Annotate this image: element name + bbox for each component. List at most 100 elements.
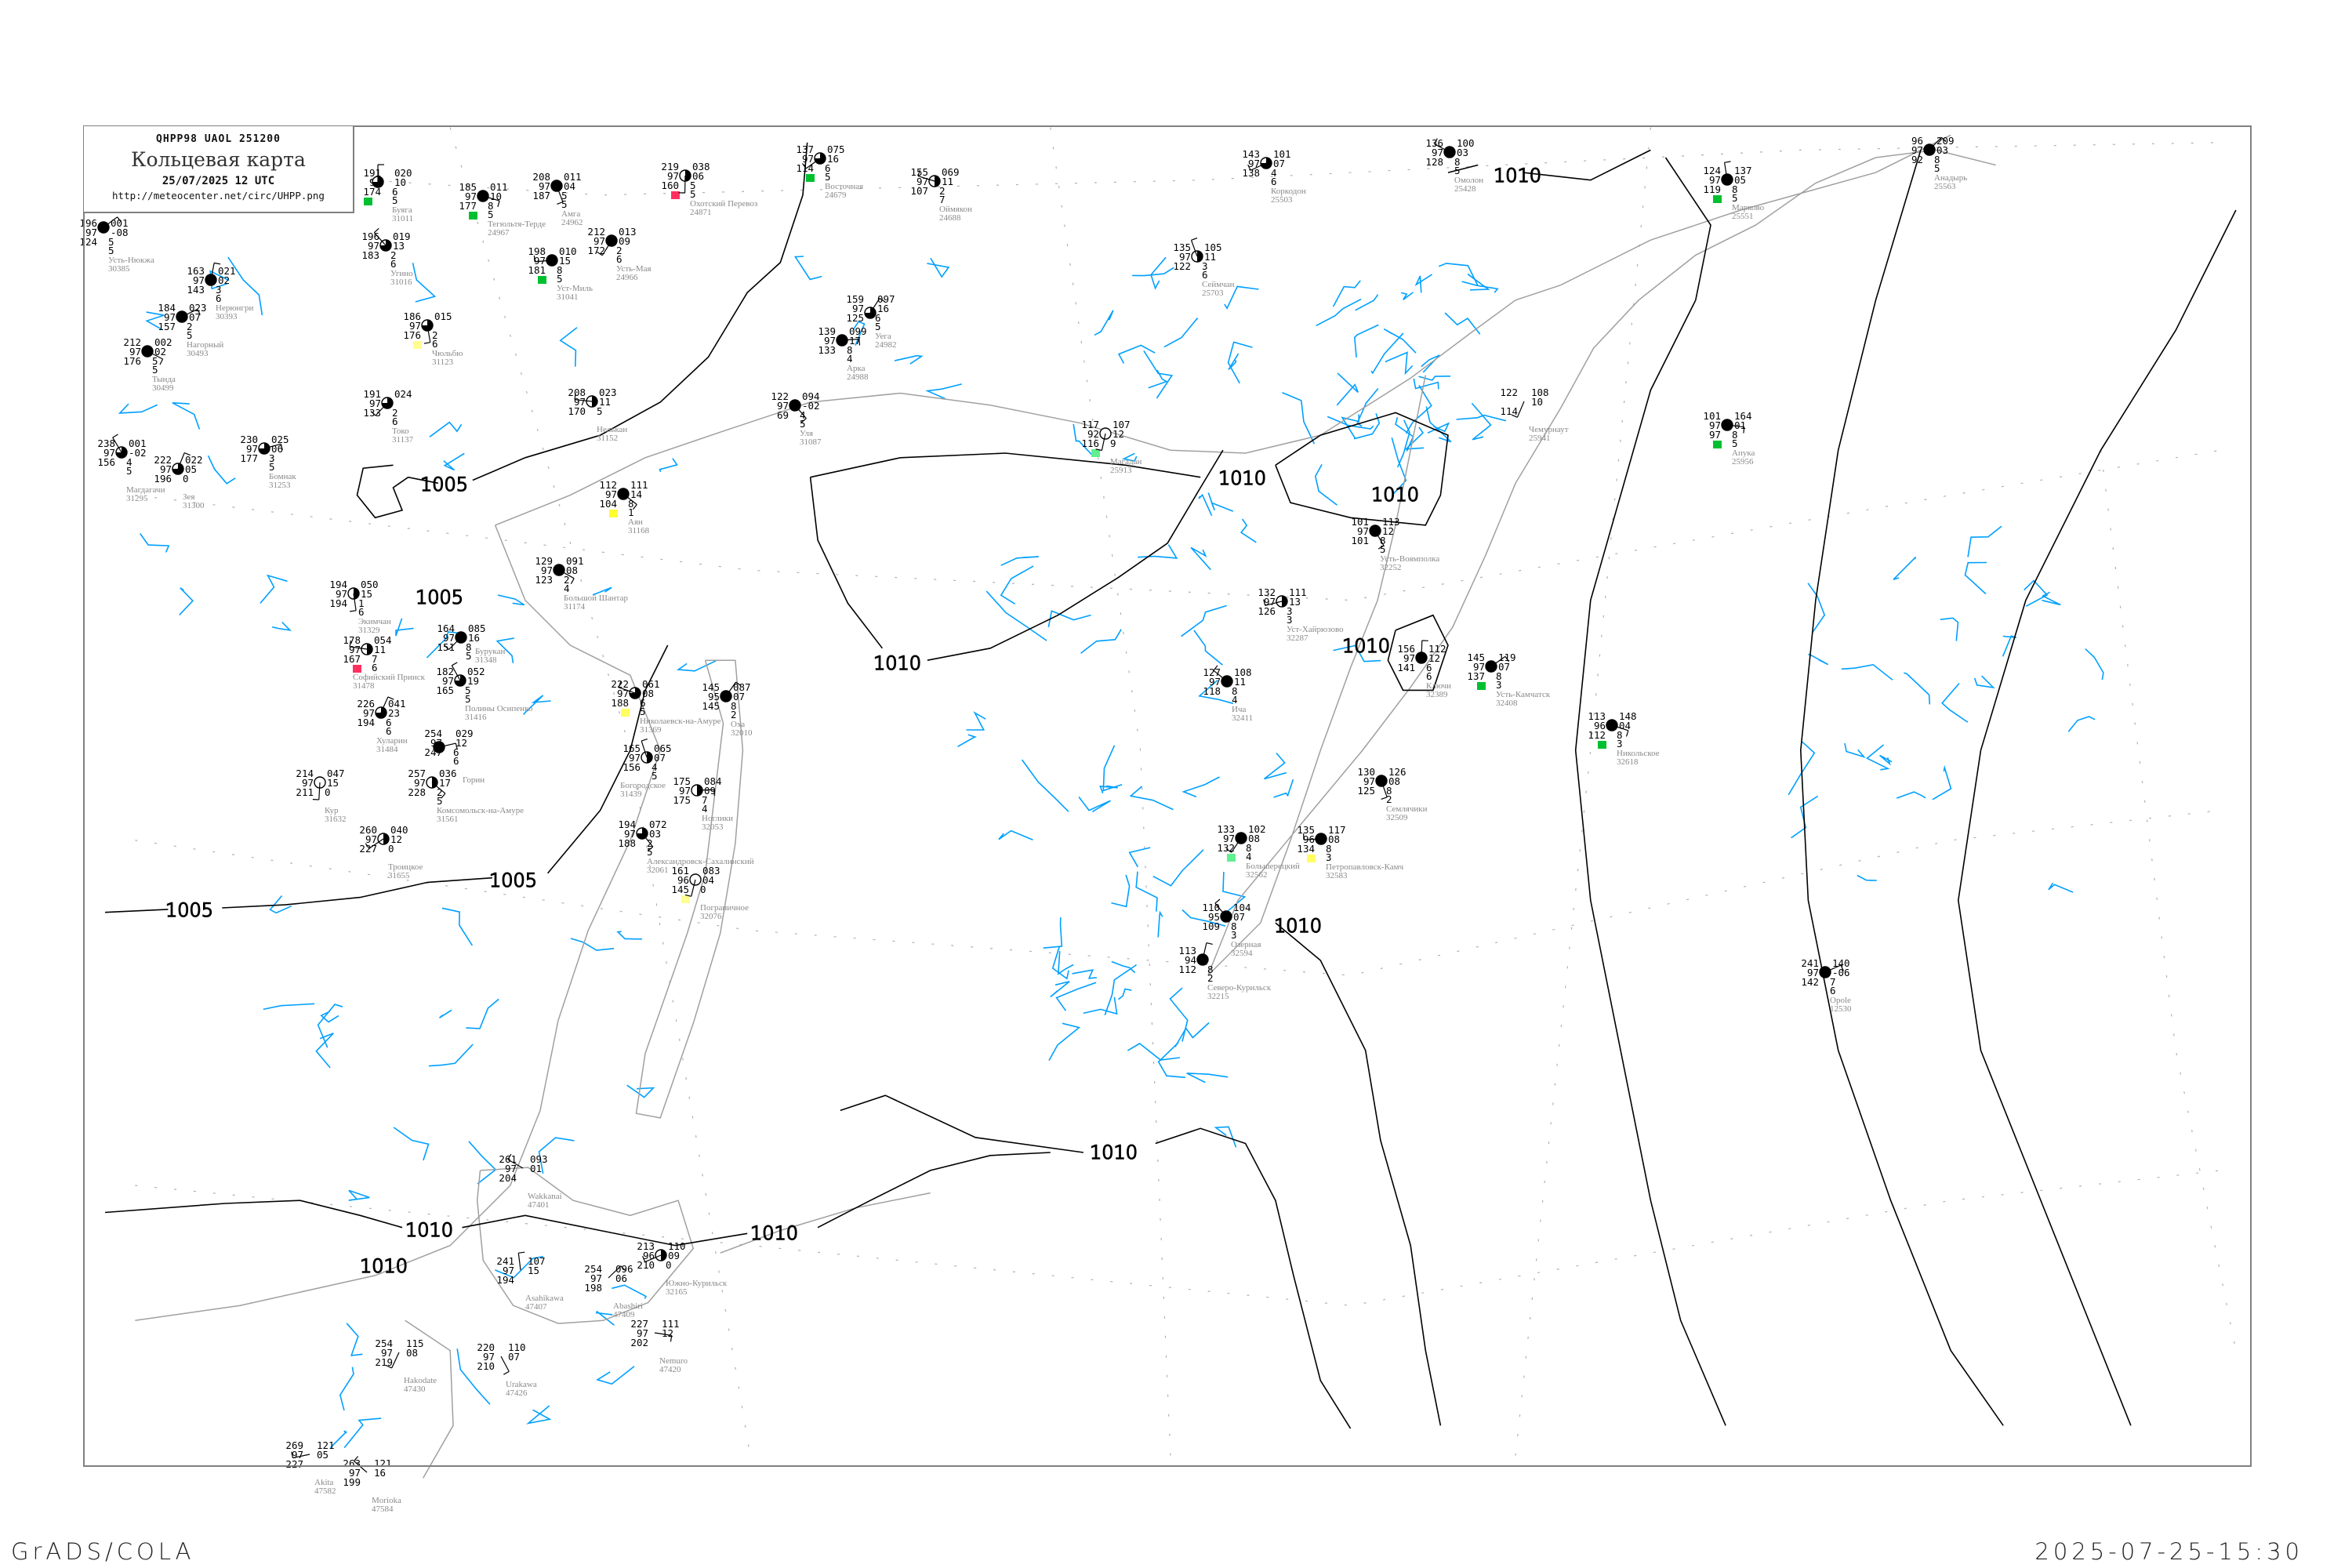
- visibility: 97: [85, 227, 97, 238]
- air-temperature: 208: [532, 171, 550, 183]
- river-segment: [395, 618, 414, 637]
- pressure-tendency: 15: [327, 777, 339, 789]
- station-index: 32562: [1246, 870, 1268, 880]
- pressure-tendency: 16: [877, 303, 889, 314]
- dew-point: 125: [1357, 785, 1375, 797]
- visibility: 97: [574, 396, 586, 408]
- station-index: 25941: [1529, 434, 1551, 443]
- low-cloud-amount: 6: [386, 717, 392, 728]
- station-plot[interactable]: 1910249713326Токо31137: [363, 388, 413, 445]
- cloud-base-height: 5: [800, 418, 806, 430]
- station-index: 32076: [700, 912, 722, 921]
- visibility: 96: [677, 874, 689, 886]
- pressure-tendency: 08: [566, 564, 578, 576]
- coastline: [495, 284, 1561, 526]
- sea-level-pressure: 137: [1734, 165, 1752, 176]
- station-plot[interactable]: 136100970312885Омолон25428: [1425, 137, 1483, 194]
- river-segment: [595, 1310, 615, 1326]
- map-url[interactable]: http://meteocenter.net/circ/UHPP.png: [112, 190, 325, 201]
- river-segment: [1078, 797, 1112, 813]
- station-name: Уля: [800, 429, 813, 438]
- dew-point: 142: [1801, 976, 1819, 988]
- station-plot[interactable]: 191020971017465Буяга31011: [363, 164, 413, 223]
- cloud-base-height: 5: [875, 321, 881, 332]
- air-temperature: 208: [568, 387, 586, 398]
- river-segment: [1893, 557, 1917, 580]
- station-plot[interactable]: 254029971224766Горин: [424, 728, 485, 785]
- station-plot[interactable]: 164085971615185Бурукан31348: [437, 622, 505, 665]
- low-cloud-amount: 2: [616, 245, 622, 256]
- station-plot[interactable]: 194072970318825Александровск-Сахалинский…: [618, 818, 753, 875]
- wind-barb-icon: [1434, 143, 1450, 153]
- pressure-tendency: 03: [1936, 144, 1948, 156]
- station-plot[interactable]: 2540969706198Abashiri47409: [584, 1263, 642, 1319]
- station-index: 25428: [1454, 184, 1476, 194]
- dew-point: 137: [1467, 670, 1485, 682]
- sea-level-pressure: 019: [393, 230, 411, 242]
- wind-barb-icon: [368, 838, 384, 849]
- visibility: 97: [593, 235, 605, 247]
